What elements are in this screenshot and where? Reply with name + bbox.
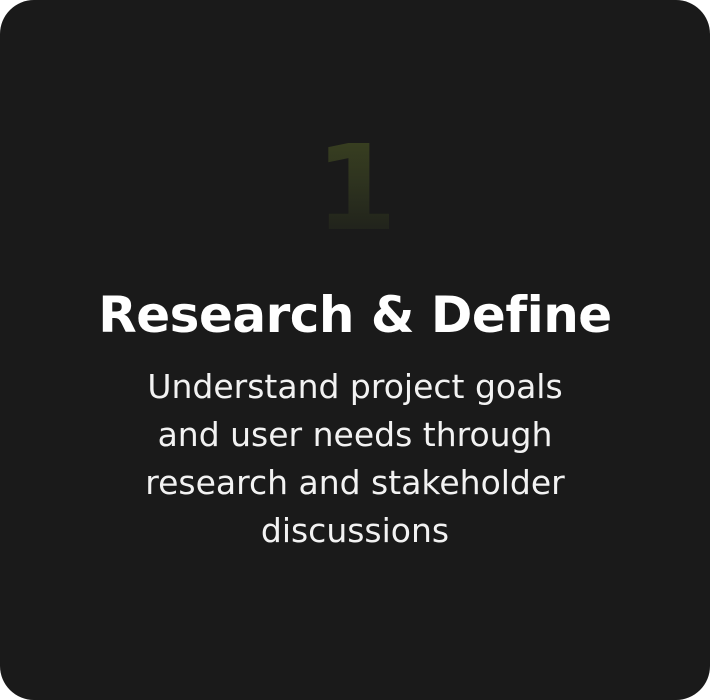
step-number: 1	[0, 128, 710, 248]
step-description: Understand project goals and user needs …	[145, 367, 565, 550]
step-title: Research & Define	[98, 286, 612, 344]
